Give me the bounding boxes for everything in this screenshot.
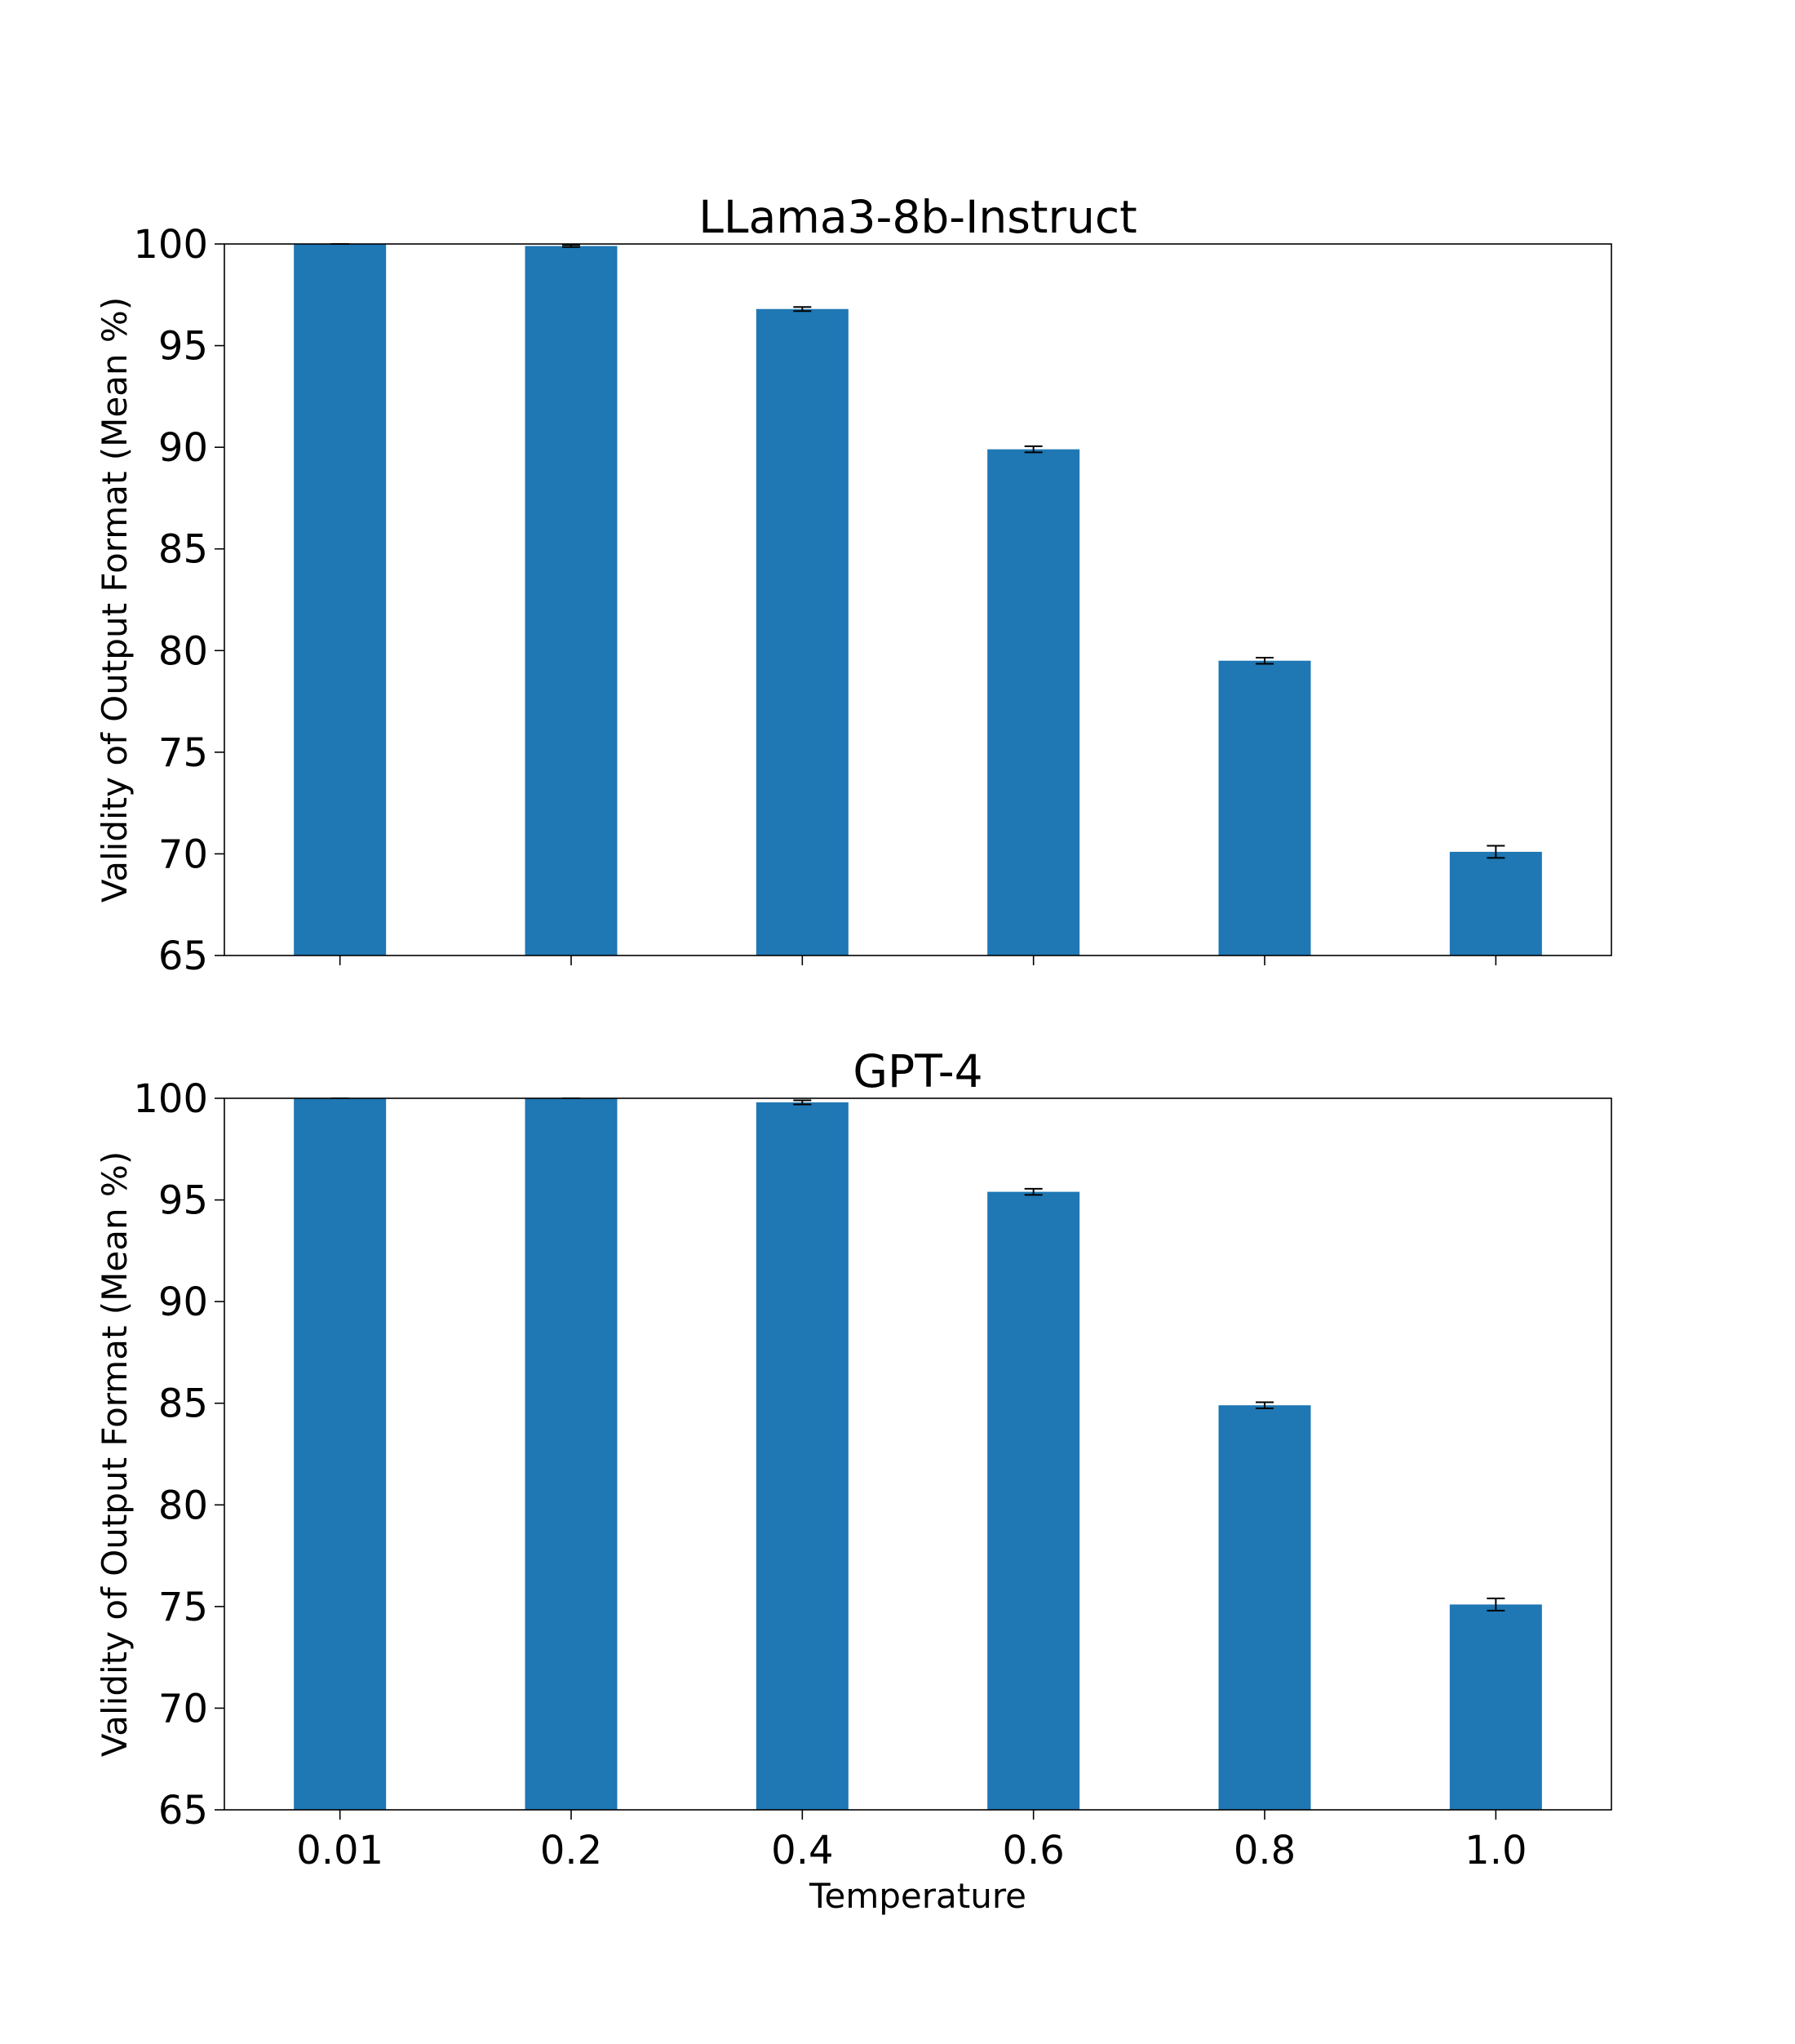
chart-2-y-tick-label: 90 — [158, 1279, 208, 1325]
chart-2-plot-frame — [224, 1097, 1612, 1811]
chart-2-title: GPT-4 — [853, 1045, 982, 1097]
chart-2-y-tick-label: 95 — [158, 1178, 208, 1224]
chart-1-bar — [525, 246, 618, 955]
chart-1-y-tick-label: 95 — [158, 324, 208, 370]
chart-2-bar — [294, 1098, 387, 1810]
chart-2-x-tick-label: 0.8 — [1234, 1828, 1296, 1873]
chart-2-bar — [756, 1102, 849, 1810]
chart-1-y-tick-label: 65 — [158, 933, 208, 979]
chart-1-bar — [294, 244, 387, 955]
chart-2-y-tick-label: 85 — [158, 1381, 208, 1427]
chart-2-bar — [1218, 1405, 1311, 1810]
chart-2-bar — [987, 1191, 1080, 1810]
chart-1-y-tick-label: 75 — [158, 730, 208, 776]
chart-2-x-tick-label: 0.4 — [771, 1828, 833, 1873]
chart-2-y-tick-label: 70 — [158, 1686, 208, 1731]
chart-1-title: LLama3-8b-Instruct — [698, 191, 1137, 243]
chart-2-y-tick-label: 100 — [133, 1076, 208, 1122]
chart-1-bar — [1218, 660, 1311, 955]
chart-2-y-tick-label: 65 — [158, 1788, 208, 1833]
chart-1-y-tick-label: 85 — [158, 527, 208, 573]
chart-2-x-tick-label: 0.01 — [296, 1828, 383, 1873]
chart-1-bar — [987, 449, 1080, 955]
chart-1-y-axis-label: Validity of Output Format (Mean %) — [95, 297, 135, 902]
chart-2-x-tick-label: 0.6 — [1002, 1828, 1064, 1873]
chart-2-x-tick-label: 1.0 — [1465, 1828, 1527, 1873]
chart-2-y-axis-label: Validity of Output Format (Mean %) — [95, 1151, 135, 1757]
chart-1-plot-frame — [224, 243, 1612, 956]
chart-1-bar — [756, 308, 849, 955]
chart-2-x-axis-label: Temperature — [809, 1876, 1026, 1916]
chart-2-y-tick-label: 80 — [158, 1483, 208, 1528]
chart-1-y-tick-label: 70 — [158, 831, 208, 877]
chart-1-y-tick-label: 80 — [158, 628, 208, 674]
chart-1-bar — [1449, 851, 1542, 955]
chart-1-y-tick-label: 100 — [133, 222, 208, 268]
chart-2-x-tick-label: 0.2 — [540, 1828, 602, 1873]
chart-1-y-tick-label: 90 — [158, 425, 208, 471]
chart-2-bar — [1449, 1604, 1542, 1810]
chart-2-bar — [525, 1098, 618, 1810]
chart-2-y-tick-label: 75 — [158, 1585, 208, 1630]
